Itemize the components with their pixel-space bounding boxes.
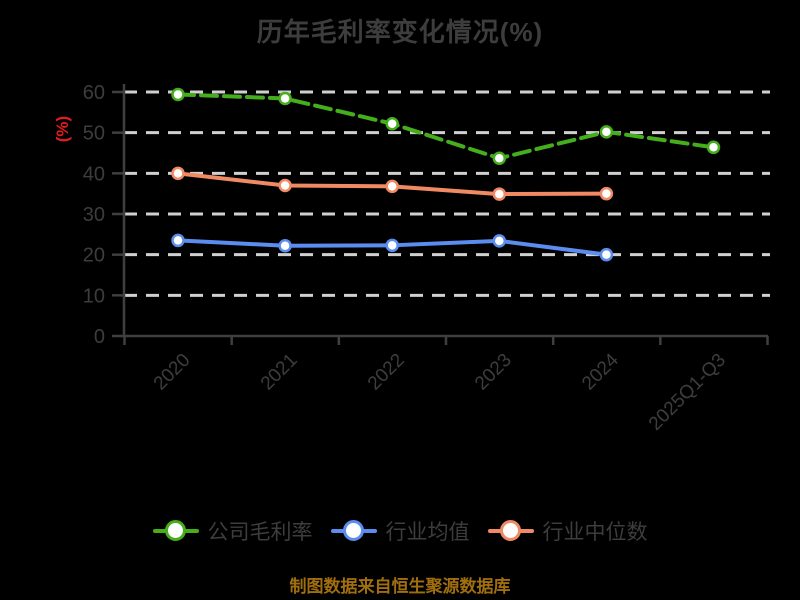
circle-marker-icon: [499, 520, 521, 541]
legend: 公司毛利率 行业均值 行业中位数: [0, 516, 800, 546]
data-point-marker: [385, 238, 399, 253]
data-point-marker: [171, 166, 185, 181]
series-line: [176, 92, 716, 161]
y-tick-label: 50: [83, 123, 105, 145]
x-tick-label: 2020: [150, 350, 195, 395]
data-point-marker: [599, 247, 614, 262]
circle-marker-icon: [342, 520, 364, 541]
legend-item-company-gross-margin: 公司毛利率: [152, 516, 313, 546]
y-tick-label: 60: [83, 82, 105, 104]
data-point-marker: [492, 234, 507, 248]
y-tick-label: 20: [83, 245, 105, 267]
legend-item-industry-average: 行业均值: [330, 516, 470, 546]
x-tick-label: 2024: [578, 349, 623, 394]
legend-label: 行业均值: [385, 521, 470, 544]
legend-marker-green: [152, 520, 199, 542]
legend-label: 行业中位数: [542, 521, 648, 544]
y-tick-label: 10: [83, 285, 105, 307]
y-tick-label: 30: [83, 204, 105, 226]
y-tick-label: 40: [83, 163, 105, 185]
circle-marker-icon: [164, 520, 186, 541]
y-tick-label: 0: [94, 326, 105, 348]
data-point-marker: [706, 140, 721, 155]
x-axis-tick-labels: 2020 2021 2022 2023 2024 2025Q1-Q3: [150, 349, 730, 434]
x-tick-label: 2021: [257, 350, 302, 395]
series-行业中位数: [171, 166, 614, 201]
data-point-marker: [278, 178, 292, 193]
data-point-marker: [385, 116, 399, 131]
x-tick-label: 2023: [471, 350, 516, 395]
gridlines: [124, 90, 770, 297]
axes: [112, 84, 769, 345]
legend-item-industry-median: 行业中位数: [487, 516, 648, 546]
data-point-marker: [599, 186, 614, 201]
x-tick-label: 2025Q1-Q3: [645, 350, 730, 435]
data-point-marker: [171, 87, 185, 102]
data-point-marker: [599, 125, 614, 139]
data-point-marker: [171, 233, 185, 248]
data-point-marker: [492, 187, 507, 201]
legend-label: 公司毛利率: [207, 521, 313, 544]
legend-marker-orange: [487, 520, 534, 542]
data-point-marker: [492, 151, 507, 166]
data-point-marker: [278, 91, 292, 106]
data-point-marker: [385, 179, 399, 194]
legend-marker-blue: [330, 520, 377, 542]
source-note: 制图数据来自恒生聚源数据库: [289, 577, 511, 596]
y-axis-tick-labels: 0 10 20 30 40 50 60: [83, 82, 105, 348]
series-行业均值: [171, 233, 614, 262]
data-point-marker: [278, 238, 292, 253]
x-tick-label: 2022: [364, 350, 409, 395]
chart-title: 历年毛利率变化情况(%): [256, 17, 544, 47]
series-公司毛利率: [171, 87, 721, 166]
